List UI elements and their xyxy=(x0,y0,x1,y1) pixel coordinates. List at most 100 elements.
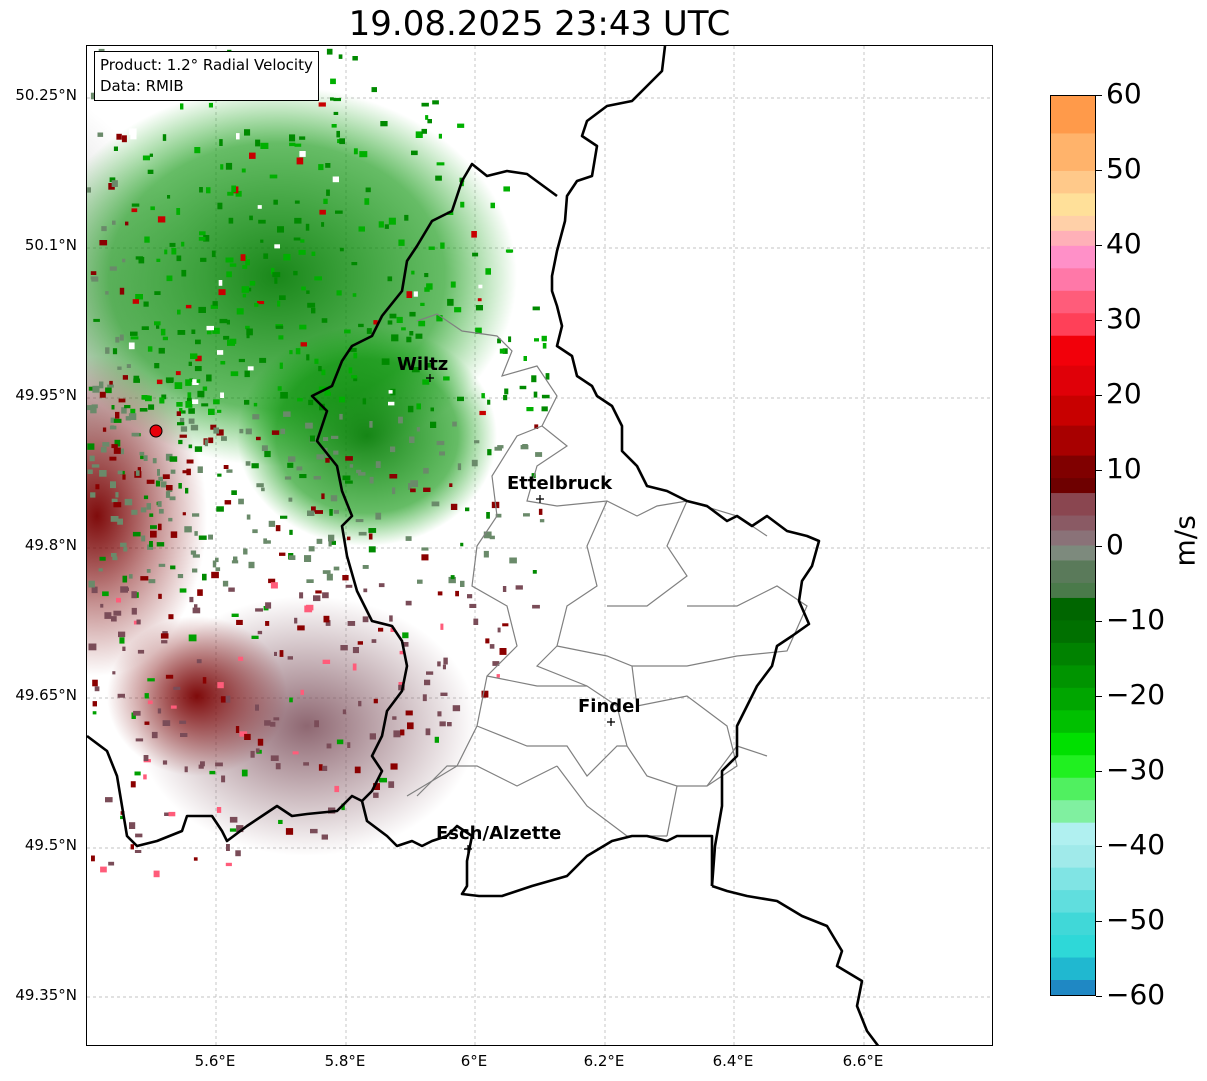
radar-echo-pixel xyxy=(263,253,269,259)
radar-echo-pixel xyxy=(450,575,455,580)
radar-echo-pixel xyxy=(219,318,228,324)
radar-echo-pixel xyxy=(229,816,238,823)
radar-echo-pixel xyxy=(261,445,268,451)
radar-echo-pixel xyxy=(534,424,539,429)
radar-echo-pixel xyxy=(148,579,156,584)
radar-echo-pixel xyxy=(122,575,128,583)
radar-echo-pixel xyxy=(336,290,342,296)
radar-echo-pixel xyxy=(505,249,514,253)
radar-echo-pixel xyxy=(212,301,218,306)
radar-echo-pixel xyxy=(218,289,226,296)
radar-echo-pixel xyxy=(242,293,247,298)
radar-echo-pixel xyxy=(443,657,448,665)
radar-echo-pixel xyxy=(236,825,244,833)
radar-echo-pixel xyxy=(244,733,251,740)
colorbar-band xyxy=(1051,290,1095,314)
radar-echo-pixel xyxy=(256,483,264,488)
radar-echo-pixel xyxy=(150,525,157,529)
radar-echo-pixel xyxy=(278,819,283,824)
radar-echo-pixel xyxy=(192,607,201,614)
colorbar-tick-label: 30 xyxy=(1106,302,1142,336)
radar-echo-pixel xyxy=(373,783,380,790)
radar-echo-pixel xyxy=(430,407,434,412)
radar-echo-pixel xyxy=(133,378,140,383)
radar-echo-pixel xyxy=(149,513,154,517)
city-label-esch: Esch/Alzette xyxy=(436,823,561,844)
radar-echo-pixel xyxy=(502,586,507,592)
radar-echo-pixel xyxy=(292,751,299,755)
radar-echo-pixel xyxy=(387,320,393,325)
colorbar-band xyxy=(1051,597,1095,621)
radar-echo-pixel xyxy=(220,392,224,398)
radar-echo-pixel xyxy=(297,398,303,402)
radar-echo-pixel xyxy=(454,307,462,313)
radar-echo-pixel xyxy=(236,308,244,315)
radar-echo-pixel xyxy=(333,450,339,455)
radar-echo-pixel xyxy=(140,507,147,513)
radar-echo-pixel xyxy=(321,493,325,500)
radar-echo-pixel xyxy=(143,455,148,461)
colorbar-tick-mark xyxy=(1096,95,1102,96)
radar-echo-pixel xyxy=(396,316,403,323)
radar-echo-pixel xyxy=(130,331,138,336)
radar-echo-pixel xyxy=(125,416,131,421)
radar-echo-pixel xyxy=(541,394,550,399)
lat-tick-label: 49.8°N xyxy=(24,536,77,554)
radar-echo-pixel xyxy=(358,323,364,328)
radar-echo-pixel xyxy=(271,430,280,435)
radar-echo-pixel xyxy=(274,244,280,249)
radar-echo-pixel xyxy=(304,605,313,613)
radar-echo-pixel xyxy=(411,367,420,373)
radar-echo-pixel xyxy=(128,128,137,135)
radar-echo-pixel xyxy=(210,304,218,309)
radar-echo-pixel xyxy=(447,298,454,306)
radar-echo-pixel xyxy=(450,503,458,510)
radar-echo-pixel xyxy=(245,428,252,435)
radar-echo-pixel xyxy=(339,413,343,420)
radar-echo-pixel xyxy=(162,631,168,635)
radar-echo-pixel xyxy=(223,335,230,340)
radar-echo-pixel xyxy=(322,570,331,574)
radar-echo-pixel xyxy=(443,376,450,381)
radar-echo-pixel xyxy=(111,180,118,187)
radar-echo-pixel xyxy=(387,276,393,282)
radar-echo-pixel xyxy=(197,390,205,398)
radar-echo-pixel xyxy=(193,857,198,861)
radar-echo-pixel xyxy=(241,168,246,173)
colorbar-band xyxy=(1051,245,1095,269)
radar-echo-pixel xyxy=(338,396,345,403)
colorbar-tick-mark xyxy=(1096,395,1102,397)
map-plot-area[interactable]: Wiltz Ettelbruck Findel Esch/Alzette xyxy=(86,45,993,1046)
radar-echo-pixel xyxy=(107,384,114,388)
radar-echo-pixel xyxy=(358,531,367,536)
radar-echo-pixel xyxy=(287,656,293,660)
colorbar-band xyxy=(1051,215,1095,232)
radar-echo-pixel xyxy=(220,696,228,703)
radar-echo-pixel xyxy=(111,444,118,449)
radar-echo-pixel xyxy=(224,500,232,505)
radar-echo-pixel xyxy=(353,376,358,382)
radar-echo-pixel xyxy=(186,468,191,476)
colorbar-tick-label: 10 xyxy=(1106,452,1142,486)
radar-echo-pixel xyxy=(243,548,248,555)
radar-echo-pixel xyxy=(313,476,321,480)
radar-echo-pixel xyxy=(151,731,158,739)
radar-echo-pixel xyxy=(503,395,508,401)
radar-echo-pixel xyxy=(135,470,140,476)
radar-echo-pixel xyxy=(157,216,166,223)
radar-echo-pixel xyxy=(390,763,398,770)
radar-echo-pixel xyxy=(273,717,280,721)
radar-echo-pixel xyxy=(438,133,442,139)
radar-echo-pixel xyxy=(523,356,527,361)
lon-tick-label: 5.6°E xyxy=(194,1052,236,1070)
radar-echo-pixel xyxy=(246,514,251,520)
radar-echo-pixel xyxy=(523,513,530,517)
radar-echo-pixel xyxy=(111,553,117,557)
radar-echo-pixel xyxy=(481,690,489,698)
city-marker-findel xyxy=(607,718,615,726)
radar-echo-pixel xyxy=(410,488,416,493)
radar-map: Wiltz Ettelbruck Findel Esch/Alzette xyxy=(87,46,992,1045)
radar-echo-pixel xyxy=(434,736,439,743)
colorbar-tick-label: −40 xyxy=(1106,827,1166,861)
colorbar-band xyxy=(1051,530,1095,546)
